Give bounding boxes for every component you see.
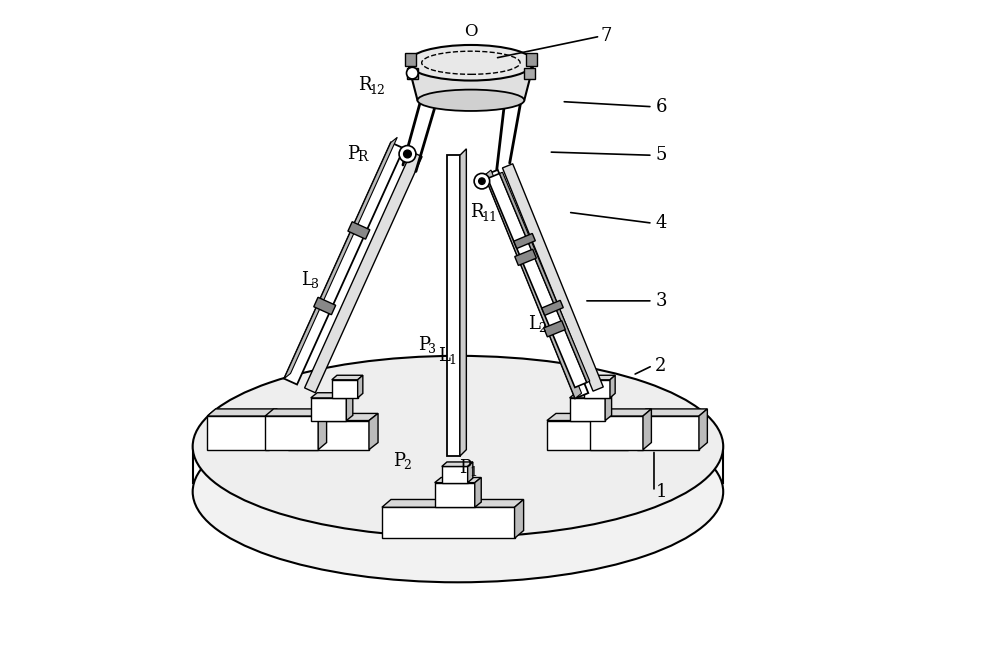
Polygon shape: [311, 393, 353, 398]
Text: 2: 2: [655, 356, 667, 375]
Text: L: L: [301, 271, 313, 289]
Text: 5: 5: [655, 146, 667, 164]
Text: 3: 3: [428, 343, 436, 356]
Polygon shape: [382, 499, 524, 507]
Polygon shape: [269, 409, 277, 450]
Circle shape: [407, 67, 418, 79]
Text: 1: 1: [655, 483, 667, 501]
Text: R: R: [358, 76, 371, 94]
Polygon shape: [348, 222, 370, 239]
Polygon shape: [637, 416, 699, 450]
Polygon shape: [515, 499, 524, 538]
Ellipse shape: [408, 45, 534, 81]
Circle shape: [479, 178, 485, 184]
Polygon shape: [643, 409, 651, 450]
Polygon shape: [405, 53, 416, 66]
Text: P: P: [459, 459, 471, 477]
Polygon shape: [318, 409, 327, 450]
Polygon shape: [288, 421, 369, 450]
Polygon shape: [628, 413, 637, 450]
Polygon shape: [442, 466, 468, 483]
Polygon shape: [305, 152, 422, 393]
Text: 11: 11: [481, 211, 497, 224]
Polygon shape: [346, 393, 353, 421]
Circle shape: [399, 146, 416, 162]
Polygon shape: [547, 421, 628, 450]
Polygon shape: [332, 375, 363, 380]
Polygon shape: [332, 380, 358, 398]
Polygon shape: [207, 416, 269, 450]
Ellipse shape: [193, 356, 723, 537]
Polygon shape: [485, 170, 582, 399]
Text: P: P: [347, 145, 359, 163]
Text: 1: 1: [448, 354, 456, 367]
Circle shape: [474, 173, 490, 189]
Polygon shape: [637, 409, 707, 416]
Text: R: R: [470, 203, 483, 221]
Ellipse shape: [418, 89, 524, 111]
Polygon shape: [524, 68, 535, 79]
Polygon shape: [358, 375, 363, 398]
Polygon shape: [435, 477, 481, 483]
Polygon shape: [265, 409, 327, 416]
Text: 3: 3: [311, 278, 319, 291]
Polygon shape: [544, 321, 565, 337]
Polygon shape: [284, 137, 397, 378]
Polygon shape: [442, 462, 473, 466]
Polygon shape: [605, 393, 612, 421]
Polygon shape: [468, 462, 473, 483]
Text: 2: 2: [404, 459, 411, 472]
Text: 12: 12: [369, 84, 385, 97]
Text: P: P: [418, 336, 430, 354]
Ellipse shape: [193, 401, 723, 582]
Polygon shape: [584, 380, 610, 398]
Polygon shape: [526, 53, 537, 66]
Text: 3: 3: [655, 292, 667, 310]
Text: 6: 6: [655, 98, 667, 116]
Polygon shape: [447, 155, 460, 456]
Polygon shape: [499, 172, 590, 382]
Text: L: L: [439, 347, 450, 365]
Polygon shape: [570, 393, 612, 398]
Polygon shape: [488, 173, 587, 388]
Polygon shape: [584, 375, 615, 380]
Polygon shape: [369, 413, 378, 450]
Circle shape: [404, 150, 411, 158]
Text: P: P: [393, 452, 405, 470]
Polygon shape: [407, 68, 418, 79]
Polygon shape: [590, 409, 651, 416]
Polygon shape: [542, 300, 563, 315]
Polygon shape: [502, 164, 603, 391]
Text: 1: 1: [470, 466, 478, 479]
Polygon shape: [207, 409, 277, 416]
Polygon shape: [314, 297, 336, 314]
Text: O: O: [464, 23, 478, 39]
Polygon shape: [570, 398, 605, 421]
Polygon shape: [408, 63, 534, 100]
Text: 2: 2: [538, 322, 546, 335]
Polygon shape: [288, 413, 378, 421]
Polygon shape: [475, 477, 481, 507]
Polygon shape: [485, 170, 588, 399]
Polygon shape: [610, 375, 615, 398]
Polygon shape: [547, 413, 637, 421]
Polygon shape: [284, 142, 404, 384]
Polygon shape: [699, 409, 707, 450]
Polygon shape: [311, 398, 346, 421]
Text: 7: 7: [600, 27, 612, 45]
Polygon shape: [590, 416, 643, 450]
Text: 4: 4: [655, 214, 667, 232]
Text: L: L: [528, 315, 540, 333]
Polygon shape: [265, 416, 318, 450]
Polygon shape: [514, 234, 535, 248]
Polygon shape: [515, 249, 536, 265]
Polygon shape: [460, 149, 466, 456]
Text: R: R: [357, 150, 367, 164]
Polygon shape: [435, 483, 475, 507]
Polygon shape: [382, 507, 515, 538]
